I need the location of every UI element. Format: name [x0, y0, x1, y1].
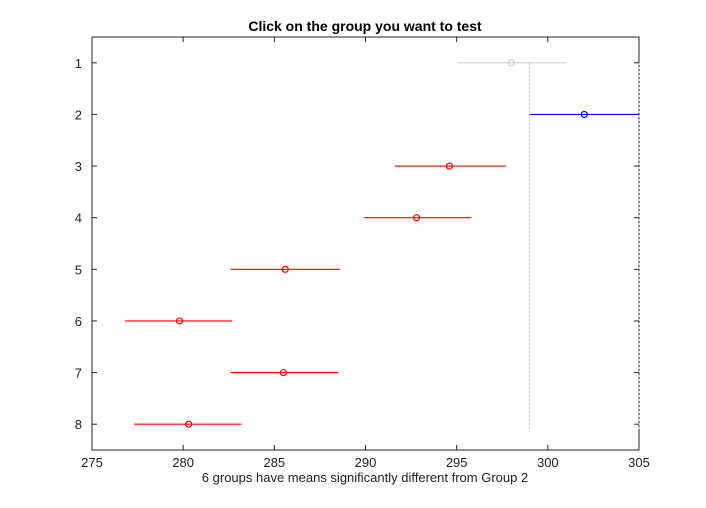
mean-marker[interactable]: [580, 110, 588, 119]
x-tick-label: 275: [81, 455, 103, 470]
group-6-interval[interactable]: [124, 317, 233, 325]
reference-lines: [529, 63, 640, 430]
x-tick-label: 285: [263, 455, 285, 470]
y-tick-label: 5: [75, 262, 82, 277]
x-axis-label: 6 groups have means significantly differ…: [202, 470, 528, 485]
x-tick-label: 305: [628, 455, 650, 470]
group-7-interval[interactable]: [230, 368, 339, 377]
mean-marker[interactable]: [185, 420, 193, 428]
mean-marker[interactable]: [445, 162, 453, 170]
y-tick-label: 6: [75, 314, 82, 329]
y-tick-label: 7: [75, 366, 82, 381]
group-8-interval[interactable]: [133, 420, 242, 428]
mean-marker[interactable]: [412, 214, 421, 222]
chart-title: Click on the group you want to test: [248, 18, 482, 34]
x-tick-label: 300: [537, 455, 559, 470]
y-tick-label: 2: [75, 107, 82, 122]
mean-marker[interactable]: [281, 265, 289, 273]
axis-ticks: 275 280 285 290 295 300 305 1 2 3 4 5 6 7 8: [75, 37, 650, 470]
mean-marker[interactable]: [279, 368, 288, 377]
x-tick-label: 290: [355, 455, 377, 470]
group-2-interval[interactable]: [529, 110, 639, 119]
x-tick-label: 295: [446, 455, 468, 470]
group-1-interval[interactable]: [458, 59, 567, 67]
mean-marker[interactable]: [507, 59, 515, 67]
group-5-interval[interactable]: [230, 265, 340, 273]
y-tick-label: 1: [75, 56, 82, 71]
group-4-interval[interactable]: [363, 214, 472, 222]
y-tick-label: 3: [75, 159, 82, 174]
x-tick-label: 280: [172, 455, 194, 470]
y-tick-label: 8: [75, 417, 82, 432]
mean-marker[interactable]: [175, 317, 184, 325]
plot-area[interactable]: [91, 36, 640, 451]
y-tick-label: 4: [75, 211, 82, 226]
group-3-interval[interactable]: [394, 162, 506, 170]
interval-marks[interactable]: [124, 59, 639, 428]
